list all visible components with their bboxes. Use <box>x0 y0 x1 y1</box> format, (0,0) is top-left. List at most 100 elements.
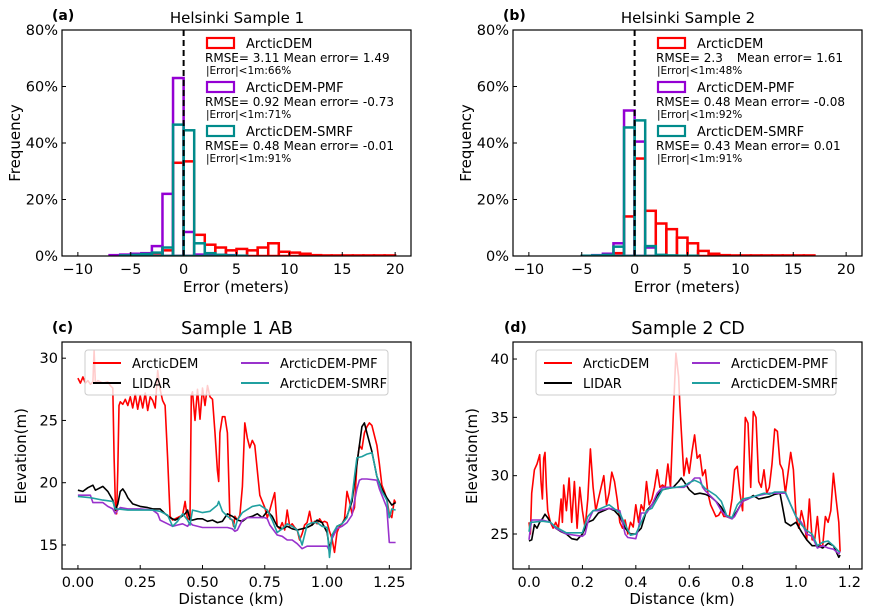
legend-label: ArcticDEM-PMF <box>697 81 795 96</box>
y-tick-label: 80% <box>26 23 58 39</box>
x-tick-label: −5 <box>120 262 141 278</box>
x-tick-label: 20 <box>837 262 855 278</box>
x-tick-label: −10 <box>63 262 94 278</box>
x-tick-label: 10 <box>731 262 749 278</box>
histogram-bar <box>266 242 281 256</box>
y-tick-label: 20% <box>477 193 509 209</box>
legend-box <box>535 349 837 396</box>
legend-label: ArcticDEM-SMRF <box>246 125 353 140</box>
legend-swatch <box>656 124 687 138</box>
histogram-bar <box>150 244 164 256</box>
panel-a-histogram: (a) Helsinki Sample 1 −10 −5 0 5 10 15 20 0% 20%… <box>6 8 412 296</box>
x-tick-label: 0.0 <box>517 575 540 591</box>
axes-frame <box>512 341 863 570</box>
panel-label: (c) <box>52 320 73 336</box>
plot-area: −10 −5 0 5 10 15 20 0% 20% 40% 60% 80% <box>477 23 863 278</box>
within-1m-label: |Error|<1m: <box>206 65 268 77</box>
y-tick-label: 35 <box>491 410 509 426</box>
mean-error-label: Mean error= <box>283 95 362 109</box>
x-tick-label: 0 <box>179 262 188 278</box>
histogram-bar <box>612 245 626 256</box>
x-tick-label: 0.50 <box>186 575 218 591</box>
x-axis-label: Error (meters) <box>634 278 740 296</box>
histogram-bar <box>633 119 647 256</box>
legend-stats: RMSE= 2.3 Mean error= 1.61 <box>656 51 843 65</box>
plot-marks <box>77 349 397 559</box>
legend-label: LIDAR <box>583 377 622 392</box>
y-axis-label: Frequency <box>457 104 475 182</box>
legend-label: ArcticDEM-PMF <box>280 357 378 372</box>
histogram-bar <box>192 242 207 256</box>
y-tick-label: 25 <box>40 413 58 429</box>
rmse-value: 0.92 <box>253 95 280 109</box>
x-tick-label: 5 <box>683 262 692 278</box>
line-series-arcticdem-smrf <box>528 479 841 553</box>
y-tick-label: 80% <box>477 23 509 39</box>
histogram-bar <box>182 230 196 256</box>
y-axis-label: Elevation(m) <box>12 408 30 504</box>
chart-title: Sample 2 CD <box>631 319 745 339</box>
x-axis-label: Distance (km) <box>178 590 283 608</box>
chart-title: Helsinki Sample 1 <box>170 9 304 27</box>
legend-swatch <box>205 124 236 138</box>
legend-item: ArcticDEM-SMRF <box>692 377 838 392</box>
mean-error-label: Mean error= <box>283 51 362 65</box>
panel-label: (a) <box>52 8 74 24</box>
histogram-bar <box>633 157 647 256</box>
x-tick-label: 1.0 <box>785 575 808 591</box>
legend-within-1m: |Error|<1m:91% <box>657 153 742 165</box>
mean-error-value: 0.01 <box>814 139 841 153</box>
rmse-label: RMSE= <box>205 51 253 65</box>
x-tick-label: −5 <box>571 262 592 278</box>
panel-b-histogram: (b) Helsinki Sample 2 −10 −5 0 5 10 15 20 0% 20%… <box>457 8 863 296</box>
x-tick-label: 1.00 <box>311 575 343 591</box>
within-1m-value: 91% <box>719 153 742 165</box>
y-axis-label: Elevation(m) <box>463 408 481 504</box>
legend-stats: RMSE= 0.48 Mean error= -0.01 <box>205 139 394 153</box>
rmse-label: RMSE= <box>656 51 704 65</box>
legend-item: LIDAR <box>93 377 171 392</box>
axes-frame <box>61 341 412 570</box>
rmse-value: 3.11 <box>253 51 280 65</box>
x-tick-label: 0.2 <box>571 575 594 591</box>
mean-error-label: Mean error= <box>734 139 813 153</box>
mean-error-value: -0.01 <box>363 139 394 153</box>
legend-item: ArcticDEM-PMF <box>692 357 829 372</box>
histogram-bar <box>622 126 636 256</box>
within-1m-label: |Error|<1m: <box>206 153 268 165</box>
legend-within-1m: |Error|<1m:91% <box>206 153 291 165</box>
histogram-bar <box>171 76 185 256</box>
histogram-bar <box>622 109 636 256</box>
y-tick-label: 15 <box>40 538 58 554</box>
histogram-bar <box>643 209 658 256</box>
y-tick-label: 60% <box>477 80 509 96</box>
y-tick-label: 20 <box>40 476 58 492</box>
panel-label: (b) <box>503 8 526 24</box>
x-tick-label: 20 <box>386 262 404 278</box>
panel-d-profile: (d) Sample 2 CD 0.0 0.2 0.4 0.6 0.8 1.0 1.2 25 3… <box>463 319 863 608</box>
rmse-label: RMSE= <box>205 95 253 109</box>
mean-error-label: Mean error= <box>283 139 362 153</box>
mean-error-label: Mean error= <box>734 95 813 109</box>
mean-error-value: 1.49 <box>363 51 390 65</box>
histogram-bar <box>675 236 689 256</box>
y-tick-label: 30 <box>491 469 509 485</box>
line-series-arcticdem-pmf <box>77 478 396 553</box>
mean-error-value: -0.73 <box>363 95 394 109</box>
y-tick-label: 0% <box>35 249 58 265</box>
mean-error-label: Mean error= <box>737 51 816 65</box>
chart-title: Sample 1 AB <box>181 319 293 339</box>
x-tick-label: 10 <box>280 262 298 278</box>
mean-error-value: -0.08 <box>814 95 845 109</box>
within-1m-value: 48% <box>719 65 742 77</box>
chart-title: Helsinki Sample 2 <box>621 9 755 27</box>
histogram-bar <box>256 246 270 256</box>
histogram-bar <box>192 233 207 256</box>
x-tick-label: 5 <box>232 262 241 278</box>
legend-swatch <box>205 80 236 94</box>
